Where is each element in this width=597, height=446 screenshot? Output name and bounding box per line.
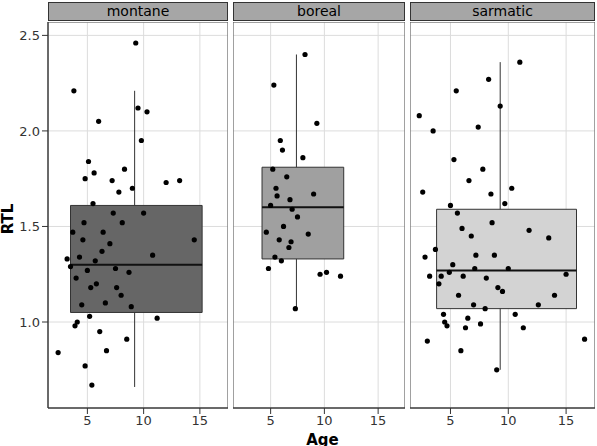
- html-text:boreal: boreal: [297, 3, 341, 19]
- svg-text:15: 15: [370, 413, 387, 428]
- svg-text:5: 5: [83, 413, 91, 428]
- svg-text:2.0: 2.0: [19, 124, 40, 139]
- html-text:sarmatic: sarmatic: [472, 3, 533, 19]
- html-text:RTL: RTL: [0, 203, 17, 235]
- html-text:montane: montane: [106, 3, 170, 19]
- svg-text:2.5: 2.5: [19, 28, 40, 43]
- svg-text:5: 5: [446, 413, 454, 428]
- svg-text:15: 15: [192, 413, 209, 428]
- svg-text:1.5: 1.5: [19, 219, 40, 234]
- svg-text:10: 10: [316, 413, 333, 428]
- svg-text:15: 15: [558, 413, 575, 428]
- svg-text:5: 5: [266, 413, 274, 428]
- svg-text:1.0: 1.0: [19, 315, 40, 330]
- svg-text:10: 10: [500, 413, 517, 428]
- svg-text:10: 10: [135, 413, 152, 428]
